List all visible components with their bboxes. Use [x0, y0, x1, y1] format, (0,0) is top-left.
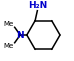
Text: Me: Me — [4, 21, 14, 27]
Text: H₂N: H₂N — [28, 1, 47, 10]
Text: Me: Me — [4, 43, 14, 49]
Text: N: N — [16, 30, 24, 40]
